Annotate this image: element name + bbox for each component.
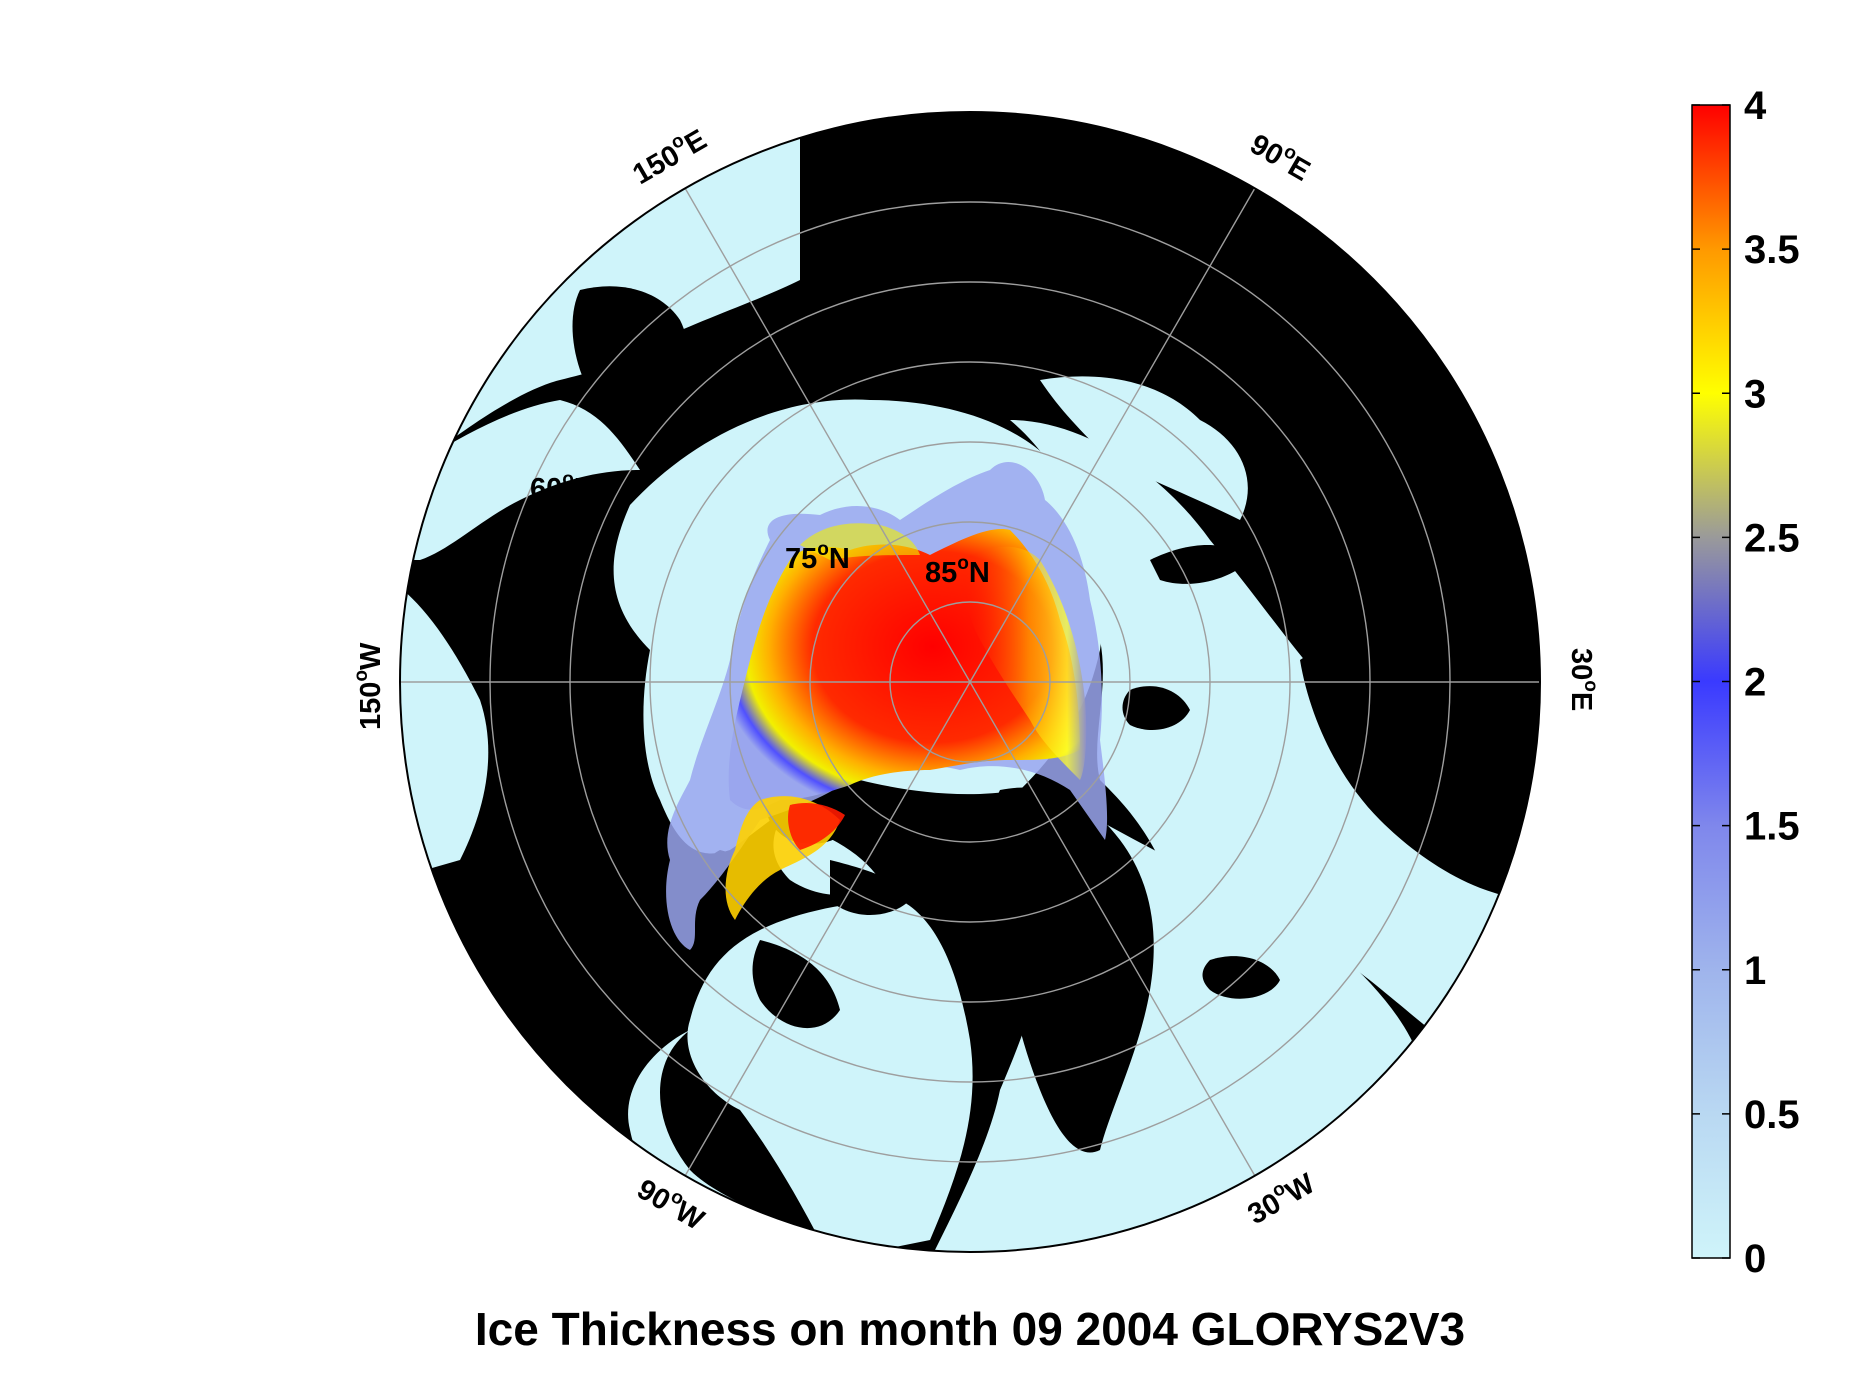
greenland: [986, 787, 1154, 1153]
iceland: [1202, 956, 1280, 999]
colorbar-ticks: 0 0.5 1 1.5 2 2.5 3 3.5 4: [1692, 84, 1800, 1281]
lat-label-85: 85oN: [925, 553, 990, 589]
sea-ice-archipelago-red: [788, 803, 845, 850]
colorbar: 0 0.5 1 1.5 2 2.5 3 3.5 4: [1691, 84, 1800, 1281]
colorbar-tick-label: 1: [1744, 949, 1766, 993]
map-boundary: [399, 111, 1541, 1253]
sea-ice-north-lobe: [800, 523, 920, 560]
lat-label-75: 75oN: [785, 539, 850, 575]
polar-map: [400, 112, 1540, 1252]
graticule: [400, 187, 1540, 1177]
colorbar-tick-label: 1.5: [1744, 805, 1800, 849]
colorbar-tick-label: 3.5: [1744, 228, 1800, 272]
svalbard: [1122, 686, 1190, 730]
land-masses: [572, 286, 1540, 1153]
lon-label-90e: 90oE: [1245, 125, 1318, 188]
lat-label-60: 60oN: [530, 469, 595, 505]
colorbar-tick-label: 3: [1744, 372, 1766, 416]
colorbar-tick-label: 2.5: [1744, 516, 1800, 560]
lon-label-30e: 30oE: [1565, 648, 1601, 711]
meridian-150e-30w: [684, 187, 1256, 1177]
lon-label-150w: 150oW: [351, 642, 387, 730]
colorbar-tick-label: 2: [1744, 661, 1766, 705]
colorbar-tick-label: 4: [1744, 84, 1767, 128]
map-title: Ice Thickness on month 09 2004 GLORYS2V3: [475, 1303, 1465, 1355]
colorbar-tick-label: 0.5: [1744, 1093, 1800, 1137]
colorbar-tick-label: 0: [1744, 1237, 1766, 1281]
sea-ice-field: [666, 461, 1108, 950]
